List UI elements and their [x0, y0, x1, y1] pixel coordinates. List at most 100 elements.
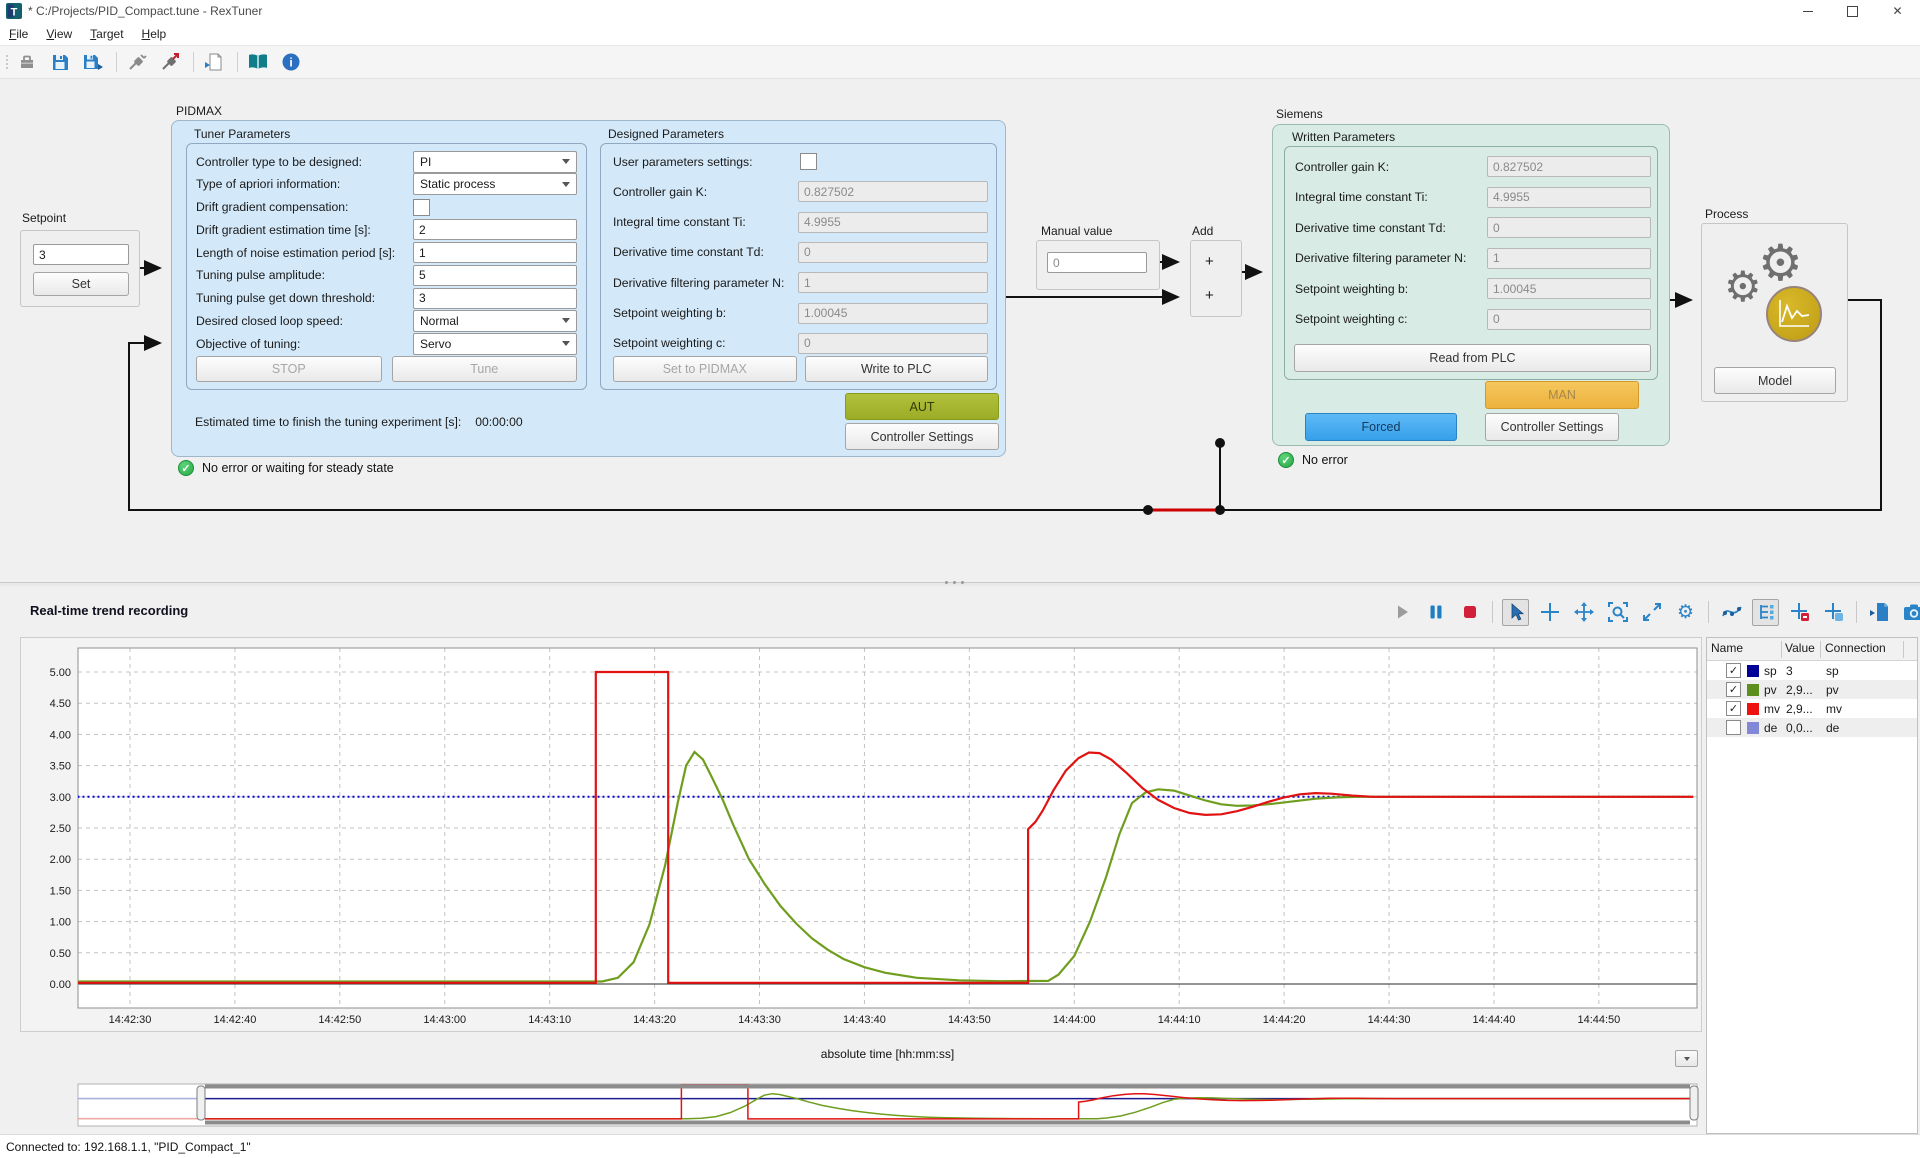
- trend-toolbar: ⚙: [1388, 597, 1920, 627]
- man-button[interactable]: MAN: [1485, 381, 1639, 409]
- add-box: + +: [1190, 240, 1242, 317]
- pidmax-title: PIDMAX: [176, 104, 223, 118]
- menu-file[interactable]: File: [9, 26, 29, 41]
- documentation-icon[interactable]: [246, 50, 270, 74]
- pause-icon[interactable]: [1422, 599, 1449, 626]
- export-document-icon[interactable]: [202, 50, 226, 74]
- apriori-information-select[interactable]: Static process: [413, 173, 577, 196]
- legend-row-pv[interactable]: ✓ pv 2,9... pv: [1707, 680, 1917, 699]
- add-plus-1: +: [1205, 253, 1214, 270]
- read-from-plc-button[interactable]: Read from PLC: [1294, 344, 1651, 372]
- legend-header: Name Value Connection: [1707, 638, 1917, 661]
- drift-estimation-time-input[interactable]: 2: [413, 219, 577, 241]
- save-as-icon[interactable]: [81, 50, 105, 74]
- connect-target-icon[interactable]: [158, 50, 182, 74]
- toolbar-separator: [237, 52, 238, 72]
- legend-icon[interactable]: [1752, 598, 1779, 626]
- set-button[interactable]: Set: [33, 272, 129, 296]
- mv-visibility-checkbox[interactable]: ✓: [1726, 701, 1741, 716]
- sp-color-swatch: [1747, 664, 1759, 677]
- set-to-pidmax-button[interactable]: Set to PIDMAX: [613, 356, 797, 382]
- legend-header-connection[interactable]: Connection: [1825, 641, 1886, 655]
- manual-value-box: 0: [1036, 240, 1160, 290]
- pidmax-controller-settings-button[interactable]: Controller Settings: [845, 423, 999, 450]
- menu-target[interactable]: Target: [90, 26, 124, 41]
- legend-header-name[interactable]: Name: [1711, 641, 1744, 655]
- legend-row-de[interactable]: de 0,0... de: [1707, 718, 1917, 737]
- written-b-input: 1.00045: [1487, 278, 1651, 300]
- tuning-objective-select[interactable]: Servo: [413, 332, 577, 355]
- stop-button[interactable]: STOP: [196, 356, 382, 382]
- written-gain-k-input: 0.827502: [1487, 156, 1651, 177]
- gear-icon: ⚙: [1758, 235, 1803, 291]
- de-visibility-checkbox[interactable]: [1726, 720, 1741, 735]
- close-button[interactable]: ✕: [1875, 0, 1920, 22]
- model-trend-icon: [1766, 286, 1822, 342]
- noise-period-input[interactable]: 1: [413, 242, 577, 263]
- process-box: ⚙ ⚙ Model: [1701, 223, 1848, 402]
- siemens-controller-settings-button[interactable]: Controller Settings: [1485, 413, 1619, 441]
- siemens-status: ✓ No error: [1278, 452, 1348, 468]
- window-title: * C:/Projects/PID_Compact.tune - RexTune…: [28, 4, 263, 18]
- menu-view[interactable]: View: [46, 26, 73, 41]
- connection-status: Connected to: 192.168.1.1, "PID_Compact_…: [6, 1139, 251, 1154]
- pulse-amplitude-input[interactable]: 5: [413, 264, 577, 286]
- designed-gain-k-input: 0.827502: [798, 181, 988, 203]
- user-parameters-checkbox[interactable]: [800, 153, 817, 170]
- connect-icon[interactable]: [125, 50, 149, 74]
- spline-icon[interactable]: [1718, 599, 1745, 626]
- crosshair-icon[interactable]: [1536, 599, 1563, 626]
- tuner-row: Drift gradient estimation time [s]: 2: [196, 219, 577, 241]
- toolbar-grip[interactable]: [6, 55, 8, 69]
- maximize-button[interactable]: [1830, 0, 1875, 22]
- pulse-threshold-input[interactable]: 3: [413, 287, 577, 309]
- designed-row: Derivative time constant Td: 0: [613, 241, 988, 263]
- toolbar-separator: [193, 52, 194, 72]
- zoom-rect-icon[interactable]: [1604, 599, 1631, 626]
- about-icon[interactable]: i: [279, 50, 303, 74]
- time-axis-dropdown[interactable]: [1675, 1050, 1698, 1067]
- open-icon[interactable]: [15, 50, 39, 74]
- designed-parameters-title: Designed Parameters: [608, 127, 725, 141]
- aut-button[interactable]: AUT: [845, 393, 999, 420]
- written-n-input: 1: [1487, 247, 1651, 269]
- stop-icon[interactable]: [1456, 599, 1483, 626]
- settings-icon[interactable]: ⚙: [1672, 599, 1699, 626]
- process-label: Process: [1705, 207, 1749, 221]
- pv-visibility-checkbox[interactable]: ✓: [1726, 682, 1741, 697]
- pane-splitter[interactable]: [0, 582, 1920, 586]
- write-to-plc-button[interactable]: Write to PLC: [804, 356, 988, 382]
- diagram-wiring: [128, 254, 1882, 515]
- drift-compensation-checkbox[interactable]: [413, 198, 430, 216]
- pan-icon[interactable]: [1570, 599, 1597, 626]
- zoom-fit-icon[interactable]: [1638, 599, 1665, 626]
- tuner-row: Objective of tuning: Servo: [196, 332, 577, 355]
- legend-row-sp[interactable]: ✓ sp 3 sp: [1707, 661, 1917, 680]
- trend-toolbar-separator: [1708, 601, 1709, 623]
- sp-visibility-checkbox[interactable]: ✓: [1726, 663, 1741, 678]
- setpoint-input[interactable]: 3: [33, 244, 129, 265]
- chevron-down-icon: [1683, 1056, 1690, 1061]
- save-icon[interactable]: [48, 50, 72, 74]
- written-row: Setpoint weighting c: 0: [1295, 308, 1651, 330]
- splitter-grip[interactable]: [945, 581, 964, 584]
- designed-row: Integral time constant Ti: 4.9955: [613, 211, 988, 233]
- minimize-button[interactable]: [1785, 0, 1830, 22]
- legend-header-value[interactable]: Value: [1785, 641, 1815, 655]
- cursor-add-icon[interactable]: [1820, 599, 1847, 626]
- cursor-icon[interactable]: [1502, 598, 1529, 626]
- loop-speed-select[interactable]: Normal: [413, 309, 577, 332]
- legend-row-mv[interactable]: ✓ mv 2,9... mv: [1707, 699, 1917, 718]
- controller-type-select[interactable]: PI: [413, 150, 577, 173]
- play-icon[interactable]: [1388, 599, 1415, 626]
- forced-button[interactable]: Forced: [1305, 413, 1457, 441]
- trend-chart[interactable]: [20, 637, 1702, 1032]
- camera-icon[interactable]: [1900, 599, 1920, 626]
- cursor-remove-icon[interactable]: [1786, 599, 1813, 626]
- menu-help[interactable]: Help: [141, 26, 167, 41]
- manual-value-input[interactable]: 0: [1047, 252, 1147, 273]
- designed-row: Setpoint weighting c: 0: [613, 332, 988, 354]
- export-icon[interactable]: [1866, 599, 1893, 626]
- model-button[interactable]: Model: [1714, 367, 1836, 394]
- tune-button[interactable]: Tune: [391, 356, 577, 382]
